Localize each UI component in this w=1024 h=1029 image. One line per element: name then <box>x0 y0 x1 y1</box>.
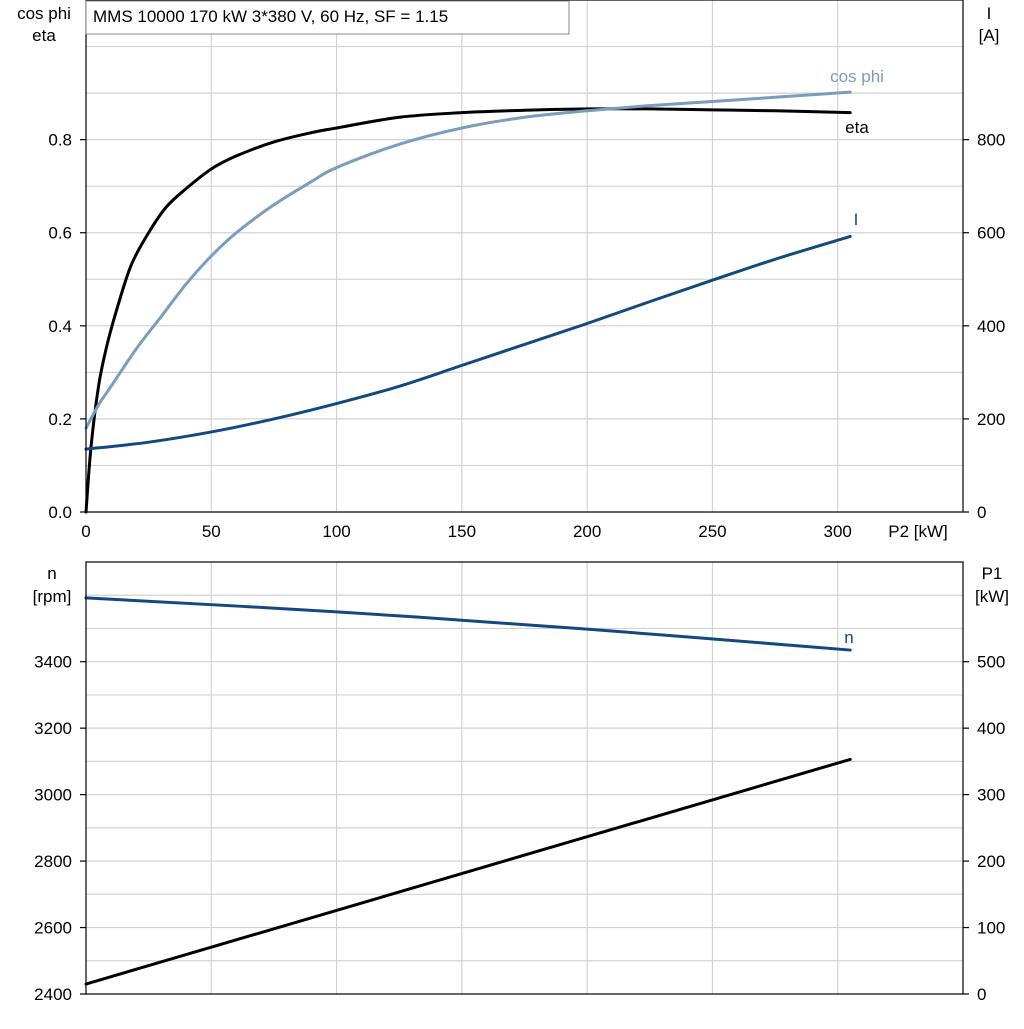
x-tick-label: 100 <box>322 522 350 541</box>
bottom-left-tick-label: 3000 <box>34 786 72 805</box>
bottom-right-axis-label-p1: P1 <box>982 564 1003 583</box>
top-curve-cos-phi <box>84 90 852 430</box>
top-left-tick-label: 0.0 <box>48 503 72 522</box>
top-left-tick-label: 0.8 <box>48 131 72 150</box>
bottom-left-tick-label: 3200 <box>34 719 72 738</box>
top-curve-eta <box>84 107 852 514</box>
x-tick-label: 150 <box>448 522 476 541</box>
top-left-tick-label: 0.6 <box>48 224 72 243</box>
bottom-curve-n <box>84 596 852 652</box>
top-plot-frame <box>85 0 964 513</box>
series-label-eta: eta <box>845 118 869 137</box>
top-right-tick-label: 800 <box>977 131 1005 150</box>
bottom-right-tick-label: 200 <box>977 852 1005 871</box>
title-box <box>85 0 570 35</box>
bottom-left-tick-label: 2800 <box>34 852 72 871</box>
bottom-right-axis-label-unit: [kW] <box>975 587 1009 606</box>
series-label-i: I <box>854 210 859 229</box>
top-right-axis-label-unit: [A] <box>979 26 1000 45</box>
x-tick-label: 0 <box>81 522 90 541</box>
series-label-n: n <box>844 628 853 647</box>
bottom-left-tick-label: 2600 <box>34 919 72 938</box>
x-axis-label: P2 [kW] <box>888 522 948 541</box>
top-right-tick-label: 200 <box>977 410 1005 429</box>
top-left-tick-label: 0.2 <box>48 410 72 429</box>
top-left-axis-label-cosphi: cos phi <box>17 4 71 23</box>
bottom-left-tick-label: 3400 <box>34 653 72 672</box>
series-label-cosphi: cos phi <box>830 67 884 86</box>
bottom-curve-series-1 <box>84 757 852 986</box>
bottom-left-axis-label-n: n <box>47 564 56 583</box>
x-tick-label: 200 <box>573 522 601 541</box>
chart-title: MMS 10000 170 kW 3*380 V, 60 Hz, SF = 1.… <box>93 7 448 26</box>
top-left-tick-label: 0.4 <box>48 317 72 336</box>
bottom-right-tick-label: 300 <box>977 786 1005 805</box>
top-grid <box>86 0 963 512</box>
top-curve-i <box>84 234 852 451</box>
top-curves <box>84 90 852 514</box>
top-right-tick-label: 400 <box>977 317 1005 336</box>
top-right-axis-label-i: I <box>987 4 992 23</box>
bottom-plot-frame <box>85 561 964 995</box>
x-tick-label: 50 <box>202 522 221 541</box>
bottom-grid <box>86 562 963 994</box>
bottom-right-tick-label: 100 <box>977 919 1005 938</box>
tick-labels: 0.0 0.2 0.4 0.6 0.8 0 200 400 600 800 0 50 100 150 200… <box>34 131 1005 1004</box>
bottom-right-tick-label: 400 <box>977 719 1005 738</box>
bottom-left-axis-label-unit: [rpm] <box>33 587 72 606</box>
top-right-tick-label: 600 <box>977 224 1005 243</box>
bottom-left-tick-label: 2400 <box>34 985 72 1004</box>
bottom-curves <box>84 596 852 986</box>
top-right-tick-label: 0 <box>977 503 986 522</box>
x-tick-label: 250 <box>698 522 726 541</box>
top-left-axis-label-eta: eta <box>32 26 56 45</box>
x-tick-label: 300 <box>824 522 852 541</box>
bottom-right-tick-label: 0 <box>977 985 986 1004</box>
bottom-right-tick-label: 500 <box>977 653 1005 672</box>
